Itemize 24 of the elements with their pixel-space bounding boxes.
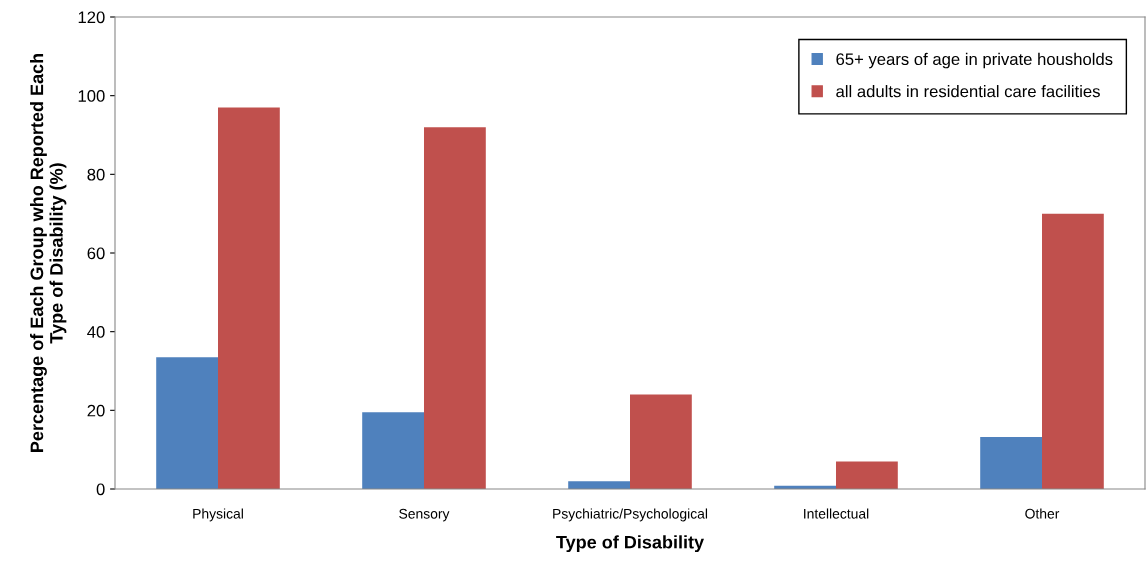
bar (424, 127, 486, 489)
x-tick-label: Intellectual (804, 508, 869, 519)
x-tick-label: Other (1025, 508, 1060, 519)
y-axis-title: Percentage of Each Group who Reported Each Type of Disability (%) (30, 53, 67, 452)
bar (630, 394, 692, 489)
y-tick-label: 40 (87, 326, 105, 338)
y-tick-label: 60 (87, 247, 105, 260)
legend-label: all adults in residential care facilities (836, 85, 1100, 98)
y-tick-label: 0 (96, 483, 105, 496)
bar (362, 412, 424, 489)
y-tick-label: 120 (78, 11, 105, 24)
bar (836, 461, 898, 489)
bar (218, 107, 280, 489)
legend-label: 65+ years of age in private housholds (836, 52, 1113, 69)
x-axis-title: Type of Disability (556, 535, 704, 553)
bar (156, 357, 218, 489)
y-tick-label: 20 (87, 404, 105, 417)
bar (980, 437, 1042, 489)
x-tick-label: Physical (193, 508, 243, 522)
x-tick-label: Psychiatric/Psychological (553, 508, 708, 522)
y-tick-label: 100 (78, 90, 105, 102)
bar (1042, 213, 1104, 489)
y-tick-label: 80 (87, 168, 105, 181)
x-tick-label: Sensory (399, 508, 450, 522)
